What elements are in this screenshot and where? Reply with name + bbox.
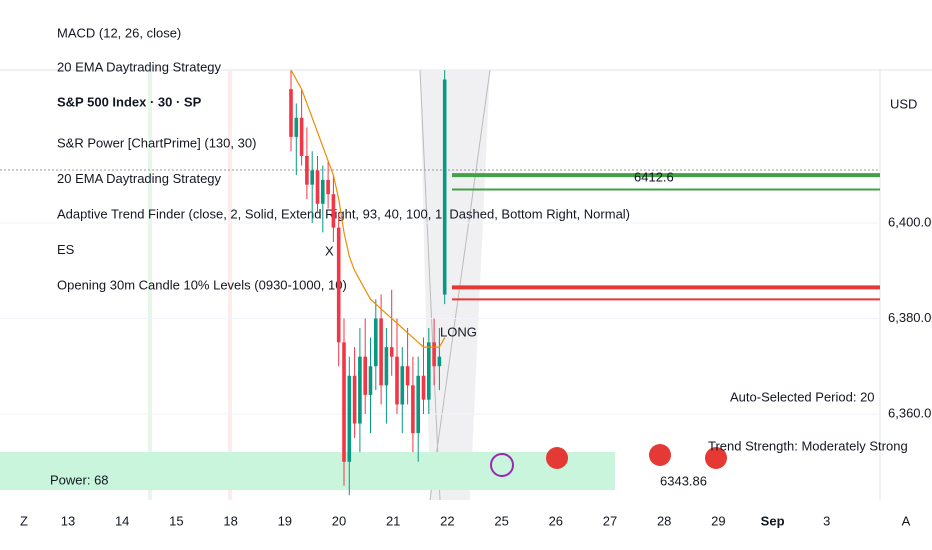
candle-body <box>289 89 293 137</box>
cross-label: X <box>325 243 334 258</box>
candle-body <box>368 366 373 395</box>
x-tick-label: 15 <box>169 513 183 528</box>
candle-body <box>342 342 346 462</box>
candle-body <box>400 366 405 405</box>
candle-body <box>384 347 389 386</box>
candle-body <box>437 356 442 367</box>
macd-label: MACD (12, 26, close) <box>57 25 181 40</box>
level-label: 6412.6 <box>634 169 674 184</box>
candle-body <box>310 170 314 185</box>
y-tick-label: 6,400.00 <box>888 214 932 229</box>
candle-body <box>299 117 304 156</box>
candle-body <box>352 375 357 424</box>
strength-label: Trend Strength: Moderately Strong <box>708 438 908 453</box>
session-highlight <box>148 70 152 500</box>
ema-line <box>290 69 446 348</box>
legend-line: Adaptive Trend Finder (close, 2, Solid, … <box>57 206 630 221</box>
candle-body <box>379 318 383 386</box>
symbol-label: S&P 500 Index · 30 · SP <box>57 94 202 109</box>
legend-line: ES <box>57 242 75 257</box>
x-tick-label: 14 <box>115 513 129 528</box>
candle-body <box>411 385 415 434</box>
x-tick-label: Sep <box>761 513 785 528</box>
x-tick-label: 28 <box>657 513 671 528</box>
candle-body <box>427 342 431 400</box>
candle-body <box>374 318 378 367</box>
channel-edge <box>429 69 491 501</box>
legend-line: S&R Power [ChartPrime] (130, 30) <box>57 135 256 150</box>
candle-body <box>315 170 320 204</box>
candle-body <box>358 356 362 424</box>
candle-body <box>363 356 367 395</box>
candle-body <box>395 356 399 405</box>
event-icons <box>490 444 727 477</box>
x-tick-label: 13 <box>61 513 75 528</box>
y-tick-label: 6,360.00 <box>888 405 932 420</box>
power-label: Power: 68 <box>50 472 109 487</box>
candle-body <box>321 179 325 204</box>
x-tick-label: 21 <box>386 513 400 528</box>
x-tick-label: 18 <box>223 513 237 528</box>
x-tick-label: 20 <box>332 513 346 528</box>
long-label: LONG <box>440 324 477 339</box>
candle-body <box>416 375 420 434</box>
candle-body <box>442 79 447 295</box>
candle-body <box>421 375 426 400</box>
x-tick-label: 22 <box>440 513 454 528</box>
legend-line: Opening 30m Candle 10% Levels (0930-1000… <box>57 277 347 292</box>
y-tick-label: 6,380.00 <box>888 310 932 325</box>
low-price-label: 6343.86 <box>660 473 707 488</box>
x-tick-label: 26 <box>549 513 563 528</box>
period-label: Auto-Selected Period: 20 <box>730 389 875 404</box>
candle-body <box>326 179 330 195</box>
candle-body <box>294 117 299 137</box>
x-tick-label: 27 <box>603 513 617 528</box>
trend-channel <box>420 70 490 500</box>
corner-label: Z <box>20 513 28 528</box>
channel-edge <box>419 69 441 501</box>
strategy-label: 20 EMA Daytrading Strategy <box>57 59 222 74</box>
candle-body <box>331 194 336 228</box>
candle-body <box>336 227 341 343</box>
x-tick-label: 19 <box>278 513 292 528</box>
x-tick-label: 29 <box>711 513 725 528</box>
candle-body <box>347 375 352 462</box>
power-zone <box>0 452 615 490</box>
legend-line: 20 EMA Daytrading Strategy <box>57 171 222 186</box>
session-highlight <box>228 70 232 500</box>
currency-label: USD <box>890 96 917 111</box>
x-tick-label: 3 <box>823 513 830 528</box>
candle-body <box>305 156 309 185</box>
candle-body <box>432 342 436 367</box>
candle-body <box>389 347 394 357</box>
corner-label: A <box>902 513 911 528</box>
x-tick-label: 25 <box>494 513 508 528</box>
legend: S&R Power [ChartPrime] (130, 30) 20 EMA D… <box>57 135 630 292</box>
candle-body <box>405 366 410 386</box>
